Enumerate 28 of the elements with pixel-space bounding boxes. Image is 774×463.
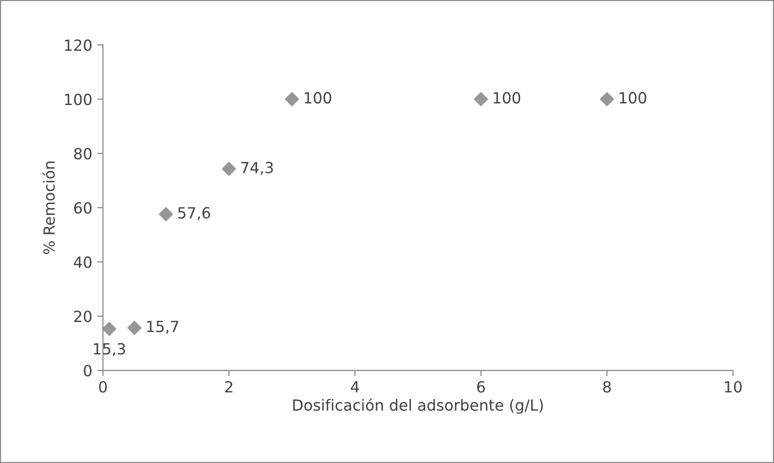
point [222, 162, 236, 176]
point [127, 320, 142, 336]
x-tick-label: 0 [99, 381, 107, 393]
data-label: 100 [620, 92, 646, 104]
x-tick-label: 6 [477, 381, 485, 393]
point [102, 322, 117, 336]
y-tick-label: 0 [84, 364, 92, 376]
y-tick-label: 120 [65, 39, 92, 51]
data-label: 57,6 [178, 207, 210, 220]
point [600, 92, 614, 106]
data-label: 15,7 [147, 320, 178, 334]
x-tick-label: 2 [225, 381, 232, 392]
y-tick-label: 80 [74, 148, 92, 160]
y-tick-label: 100 [65, 94, 92, 106]
point [474, 92, 488, 106]
data-label: 74,3 [241, 162, 273, 175]
y-tick-label: 60 [74, 202, 92, 214]
y-axis-title: % Remoción [42, 162, 55, 254]
y-tick-label: 20 [74, 310, 92, 322]
x-tick-label: 10 [724, 381, 742, 393]
data-label: 100 [304, 92, 332, 104]
x-tick-label: 8 [603, 381, 611, 393]
data-label: 100 [494, 92, 520, 104]
point [284, 92, 300, 106]
point [158, 206, 174, 222]
x-axis-title: Dosificación del adsorbente (g/L) [293, 398, 543, 414]
y-tick-label: 40 [74, 256, 92, 268]
x-tick-label: 4 [350, 381, 359, 392]
